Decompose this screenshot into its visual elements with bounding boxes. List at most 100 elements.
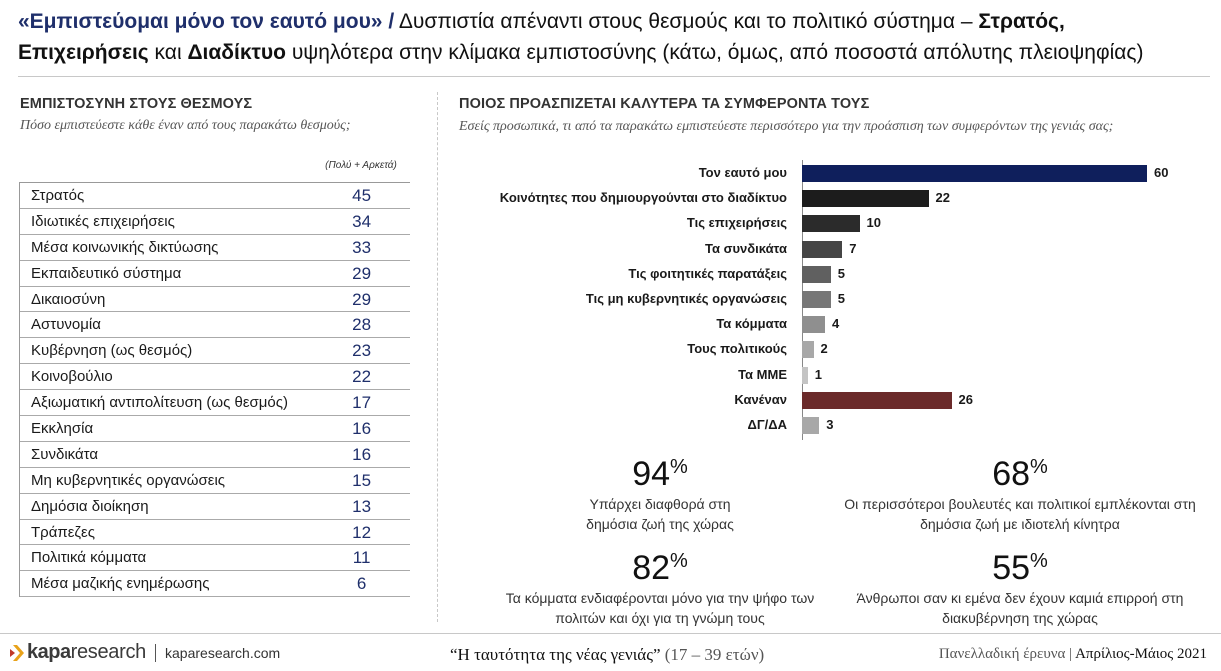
trust-row-label: Αξιωματική αντιπολίτευση (ως θεσμός) <box>31 394 288 412</box>
bar-value-label: 4 <box>832 316 840 332</box>
trust-row-label: Μέσα μαζικής ενημέρωσης <box>31 575 210 593</box>
bar <box>802 417 820 434</box>
bar <box>802 265 831 283</box>
trust-row-value: 16 <box>352 444 372 464</box>
stat-influence-percent: % <box>1030 550 1048 572</box>
trust-row-value: 11 <box>352 548 371 568</box>
trust-column-note: (Πολύ + Αρκετά) <box>325 160 397 171</box>
bar-value-label: 3 <box>826 417 834 432</box>
trust-row-label: Εκπαιδευτικό σύστημα <box>31 264 182 282</box>
trust-table-row: Κυβέρνηση (ως θεσμός) 23 <box>20 338 410 365</box>
bar-label: Τα ΜΜΕ <box>738 366 787 382</box>
trust-row-value: 17 <box>352 393 372 413</box>
bar-label: Τις μη κυβερνητικές οργανώσεις <box>585 291 787 306</box>
trust-table-row: Μη κυβερνητικές οργανώσεις 15 <box>20 468 410 494</box>
bar <box>802 240 843 258</box>
interests-section-subtitle: Εσείς προσωπικά, τι από τα παρακάτω εμπι… <box>459 119 1114 134</box>
trust-table-row: Εκπαιδευτικό σύστημα 29 <box>20 261 410 287</box>
trust-row-label: Μέσα κοινωνικής δικτύωσης <box>31 238 219 256</box>
bar-value-label: 60 <box>1154 165 1169 180</box>
trust-section-subtitle: Πόσο εμπιστεύεστε κάθε έναν από τους παρ… <box>20 118 351 133</box>
trust-table: Στρατός 45 Ιδιωτικές επιχειρήσεις 34 Μέσα κο… <box>19 182 410 598</box>
headline-text-3: υψηλότερα στην κλίμακα εμπιστοσύνης (κάτ… <box>285 41 1144 64</box>
kapa-logo-mark-icon <box>10 644 24 661</box>
trust-row-value: 29 <box>352 263 372 283</box>
bar <box>802 291 831 308</box>
stat-selfish-number: 68% <box>840 449 1200 492</box>
trust-table-row: Εκκλησία 16 <box>20 416 410 442</box>
stat-corruption: 94% Υπάρχει διαφθορά στη δημόσια ζωή της… <box>480 449 840 534</box>
headline: «Εμπιστεύομαι μόνο τον εαυτό μου» / Δυσπ… <box>18 6 1208 68</box>
stat-selfish-text: Οι περισσότεροι βουλευτές και πολιτικοί … <box>844 496 1196 532</box>
bar-value-label: 2 <box>820 341 828 357</box>
top-divider <box>18 76 1210 77</box>
trust-table-row: Αξιωματική αντιπολίτευση (ως θεσμός) 17 <box>20 390 410 417</box>
trust-row-value: 22 <box>352 367 372 387</box>
bar-value-label: 22 <box>935 190 950 206</box>
stat-no-influence: 55% Άνθρωποι σαν κι εμένα δεν έχουν καμι… <box>840 543 1200 628</box>
stat-selfish-percent: % <box>1030 456 1048 478</box>
trust-row-label: Ιδιωτικές επιχειρήσεις <box>31 212 175 230</box>
trust-row-label: Αστυνομία <box>31 316 101 334</box>
trust-row-label: Κυβέρνηση (ως θεσμός) <box>31 342 193 360</box>
stat-parties-percent: % <box>670 550 688 572</box>
trust-row-label: Στρατός <box>31 187 85 204</box>
bar-value-label: 10 <box>866 215 881 231</box>
bar-label: Τα συνδικάτα <box>704 240 787 256</box>
bar-label: Κοινότητες που δημιουργούνται στο διαδίκ… <box>499 190 787 206</box>
trust-table-row: Συνδικάτα 16 <box>20 442 410 468</box>
trust-table-row: Μέσα μαζικής ενημέρωσης 6 <box>20 571 410 598</box>
site-link[interactable]: kaparesearch.com <box>165 644 281 661</box>
survey-title-text: “Η ταυτότητα της νέας γενιάς” <box>450 645 661 664</box>
trust-row-value: 33 <box>352 237 372 257</box>
bar <box>802 391 952 409</box>
bar-value-label: 26 <box>958 391 973 407</box>
footer-divider <box>0 633 1221 634</box>
trust-row-label: Συνδικάτα <box>31 445 99 463</box>
stat-corruption-value: 94 <box>632 455 671 493</box>
trust-row-value: 28 <box>352 315 372 335</box>
bar-label: Τις επιχειρήσεις <box>686 215 787 231</box>
trust-row-value: 23 <box>352 341 372 361</box>
bar-label: Τα κόμματα <box>716 316 787 332</box>
trust-row-value: 45 <box>352 186 372 205</box>
bar <box>802 316 825 334</box>
trust-row-value: 16 <box>352 419 372 439</box>
stat-selfish-motives: 68% Οι περισσότεροι βουλευτές και πολιτι… <box>840 449 1200 534</box>
bar-value-label: 1 <box>814 366 822 382</box>
trust-table-row: Κοινοβούλιο 22 <box>20 364 410 391</box>
headline-text-2: και <box>148 41 188 64</box>
trust-row-value: 34 <box>352 211 372 231</box>
bar-label: ΔΓ/ΔΑ <box>747 417 787 432</box>
bar-label: Κανέναν <box>734 391 787 407</box>
logo-research-text: research <box>70 641 147 663</box>
kapa-logo: kapa research kaparesearch.com <box>10 641 280 664</box>
stat-corruption-percent: % <box>670 456 688 478</box>
survey-age-range: (17 – 39 ετών) <box>660 645 765 664</box>
survey-title: “Η ταυτότητα της νέας γενιάς” (17 – 39 ε… <box>450 645 764 665</box>
interests-section-title: ΠΟΙΟΣ ΠΡΟΑΣΠΙΖΕΤΑΙ ΚΑΛΥΤΕΡΑ ΤΑ ΣΥΜΦΕΡΟΝΤ… <box>459 96 870 112</box>
trust-row-label: Κοινοβούλιο <box>31 368 113 386</box>
survey-meta: Πανελλαδική έρευνα | Απρίλιος-Μάιος 2021 <box>939 646 1207 663</box>
trust-row-label: Δικαιοσύνη <box>31 290 106 308</box>
logo-kapa-text: kapa <box>27 641 71 663</box>
trust-section-title: ΕΜΠΙΣΤΟΣΥΝΗ ΣΤΟΥΣ ΘΕΣΜΟΥΣ <box>20 96 253 112</box>
headline-quote: «Εμπιστεύομαι μόνο τον εαυτό μου» <box>18 10 383 33</box>
trust-table-row: Πολιτικά κόμματα 11 <box>20 545 410 572</box>
trust-table-row: Δικαιοσύνη 29 <box>20 287 410 313</box>
trust-table-row: Δημόσια διοίκηση 13 <box>20 494 410 520</box>
bar <box>802 341 814 359</box>
trust-table-row: Τράπεζες 12 <box>20 520 410 546</box>
trust-table-row: Μέσα κοινωνικής δικτύωσης 33 <box>20 235 410 261</box>
stat-corruption-text: Υπάρχει διαφθορά στη δημόσια ζωή της χώρ… <box>586 496 734 532</box>
trust-table-row: Αστυνομία 28 <box>20 312 410 339</box>
bar <box>802 215 860 233</box>
bar <box>802 366 808 384</box>
headline-bold-business: Επιχειρήσεις <box>18 41 149 64</box>
stat-corruption-number: 94% <box>480 449 840 492</box>
bar-value-label: 5 <box>837 265 845 281</box>
trust-row-value: 13 <box>352 496 372 516</box>
bar-value-label: 5 <box>837 291 845 306</box>
bar-value-label: 7 <box>849 240 857 256</box>
trust-row-value: 29 <box>352 289 372 309</box>
